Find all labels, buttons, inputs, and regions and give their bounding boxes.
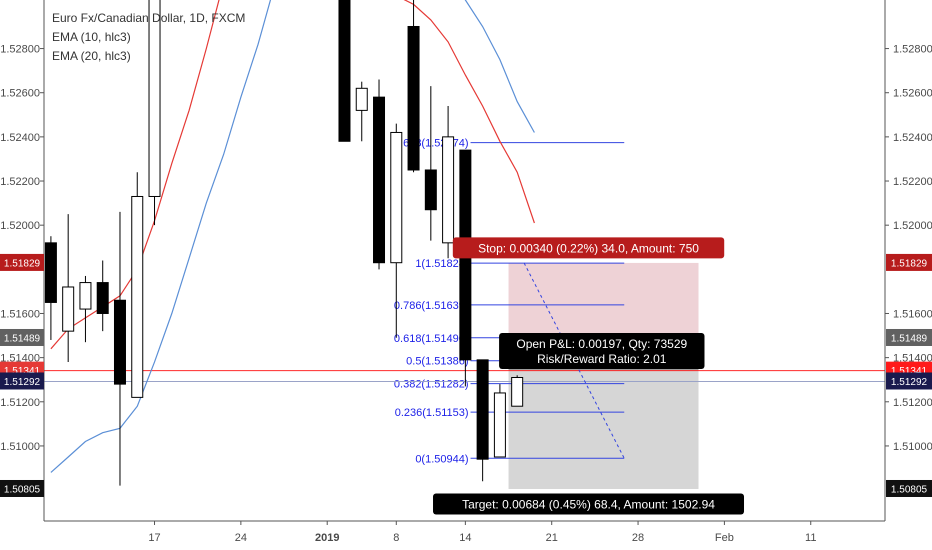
- x-label-2: 2019: [315, 532, 339, 544]
- chart-legend: Euro Fx/Canadian Dollar, 1D, FXCM EMA (1…: [52, 11, 245, 63]
- y-label-right-8: 1.51000: [893, 441, 932, 453]
- target-label-bg: [433, 493, 745, 515]
- x-label-1: 24: [235, 532, 247, 544]
- right-price-tag-2-text: 1.51341: [891, 366, 928, 377]
- y-label-right-5: 1.51600: [893, 308, 932, 320]
- candle-body-7: [338, 0, 351, 142]
- y-label-right-1: 1.52600: [893, 88, 932, 100]
- fib-label-6: 0.236(1.51153): [395, 407, 469, 419]
- pnl-label-text-0: Open P&L: 0.00197, Qty: 73529: [516, 337, 687, 351]
- fib-label-2: 0.786(1.51639): [394, 300, 469, 312]
- ema20-line: [50, 0, 535, 473]
- left-price-tag-4-bg: [0, 479, 44, 497]
- candle-body-5: [131, 195, 144, 398]
- y-label-right-6: 1.51400: [893, 353, 932, 365]
- y-label-left-0: 1.52800: [0, 44, 40, 56]
- candle-body-17: [511, 377, 524, 407]
- candle-body-8: [355, 87, 368, 111]
- price-tags: 1.518291.514891.513411.512921.508051.518…: [0, 253, 932, 497]
- y-label-right-3: 1.52200: [893, 176, 932, 188]
- candle-body-0: [44, 242, 57, 303]
- right-price-tag-4-text: 1.50805: [891, 484, 928, 495]
- y-label-left-1: 1.52600: [0, 88, 40, 100]
- y-label-right-7: 1.51200: [893, 397, 932, 409]
- target-label-text-0: Target: 0.00684 (0.45%) 68.4, Amount: 15…: [462, 497, 715, 511]
- horizontal-lines: [44, 370, 885, 382]
- y-label-left-8: 1.51000: [0, 441, 40, 453]
- left-price-tag-0-bg: [0, 253, 44, 271]
- x-label-4: 14: [459, 532, 471, 544]
- candle-body-15: [476, 359, 489, 460]
- candle-body-1: [62, 286, 75, 332]
- y-label-left-5: 1.51600: [0, 308, 40, 320]
- fib-label-5: 0.382(1.51282): [394, 379, 469, 391]
- candle-body-4: [113, 299, 126, 385]
- x-label-0: 17: [148, 532, 160, 544]
- pnl-label-bg: [499, 333, 705, 370]
- y-label-right-4: 1.52000: [893, 220, 932, 232]
- right-price-tag-0-bg: [886, 253, 932, 271]
- fibonacci-levels: 1.618(1.52374)1(1.51828)0.786(1.51639)0.…: [394, 138, 625, 465]
- candle-body-11: [407, 25, 420, 171]
- candle-body-6: [148, 0, 161, 197]
- position-zones: [508, 262, 699, 489]
- right-price-tag-3-text: 1.51292: [891, 377, 928, 388]
- left-price-tag-4-text: 1.50805: [4, 484, 41, 495]
- position-labels: Stop: 0.00340 (0.22%) 34.0, Amount: 750 T…: [433, 237, 745, 515]
- fib-label-7: 0(1.50944): [415, 453, 468, 465]
- left-price-tag-1-text: 1.51489: [4, 333, 41, 344]
- candle-body-3: [96, 282, 109, 314]
- candle-body-2: [79, 282, 92, 310]
- fib-label-1: 1(1.51828): [415, 258, 468, 270]
- chart-title: Euro Fx/Canadian Dollar, 1D, FXCM: [52, 11, 245, 25]
- y-label-left-7: 1.51200: [0, 397, 40, 409]
- left-price-tag-0-text: 1.51829: [4, 258, 41, 269]
- fib-label-3: 0.618(1.51490): [394, 333, 469, 345]
- y-label-left-4: 1.52000: [0, 220, 40, 232]
- candle-body-10: [390, 131, 403, 264]
- candle-body-9: [373, 96, 386, 264]
- y-label-right-0: 1.52800: [893, 44, 932, 56]
- right-price-tag-1-text: 1.51489: [891, 333, 928, 344]
- ema10-legend: EMA (10, hlc3): [52, 30, 131, 44]
- ema20-legend: EMA (20, hlc3): [52, 49, 131, 63]
- candle-body-13: [442, 136, 455, 244]
- y-label-left-6: 1.51400: [0, 353, 40, 365]
- x-label-3: 8: [393, 532, 399, 544]
- pnl-label-text-1: Risk/Reward Ratio: 2.01: [537, 352, 667, 366]
- right-price-tag-0-text: 1.51829: [891, 258, 928, 269]
- fib-label-4: 0.5(1.51386): [406, 356, 468, 368]
- stop-zone: [508, 262, 699, 338]
- stop-label-bg: [452, 237, 725, 259]
- right-price-tag-4-bg: [886, 479, 932, 497]
- left-price-tag-3-text: 1.51292: [4, 377, 41, 388]
- right-price-tag-3-bg: [886, 372, 932, 390]
- left-price-tag-3-bg: [0, 372, 44, 390]
- axis-ticks: 1.52800 1.52800 1.52600 1.52600 1.52400 1.524…: [0, 44, 932, 544]
- stop-label-text-0: Stop: 0.00340 (0.22%) 34.0, Amount: 750: [478, 241, 699, 255]
- y-label-left-3: 1.52200: [0, 176, 40, 188]
- x-label-7: Feb: [715, 532, 734, 544]
- left-price-tag-2-text: 1.51341: [4, 366, 41, 377]
- y-label-right-2: 1.52400: [893, 132, 932, 144]
- candle-body-16: [493, 392, 506, 458]
- candlesticks: [44, 0, 524, 486]
- x-label-5: 21: [546, 532, 558, 544]
- x-label-6: 28: [632, 532, 644, 544]
- x-label-8: 11: [805, 532, 816, 544]
- right-price-tag-1-bg: [886, 328, 932, 346]
- candle-body-12: [424, 169, 437, 211]
- y-label-left-2: 1.52400: [0, 132, 40, 144]
- left-price-tag-1-bg: [0, 328, 44, 346]
